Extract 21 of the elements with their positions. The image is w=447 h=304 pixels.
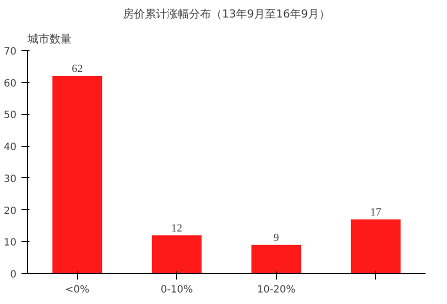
y-tick-label: 40	[4, 142, 17, 154]
chart-title: 房价累计涨幅分布（13年9月至16年9月）	[123, 8, 330, 20]
x-tick-label: 0-10%	[160, 284, 193, 296]
x-tick-label: 10-20%	[256, 284, 296, 296]
x-tick-label: <0%	[65, 284, 90, 296]
y-tick-label: 10	[4, 238, 17, 249]
data-label: 12	[171, 222, 182, 234]
y-tick-label: 60	[4, 78, 17, 90]
bar	[52, 76, 102, 274]
y-axis-title: 城市数量	[26, 32, 72, 46]
y-tick-label: 30	[4, 174, 17, 185]
data-label: 62	[72, 62, 83, 75]
bar	[350, 219, 401, 274]
y-tick-label: 0	[10, 270, 17, 280]
y-tick-label: 20	[4, 206, 17, 217]
y-tick-label: 50	[4, 110, 17, 122]
bar	[152, 235, 202, 274]
bar	[251, 244, 302, 274]
data-label: 9	[274, 232, 280, 244]
y-tick-label: 70	[4, 46, 17, 58]
data-label: 17	[370, 206, 382, 218]
